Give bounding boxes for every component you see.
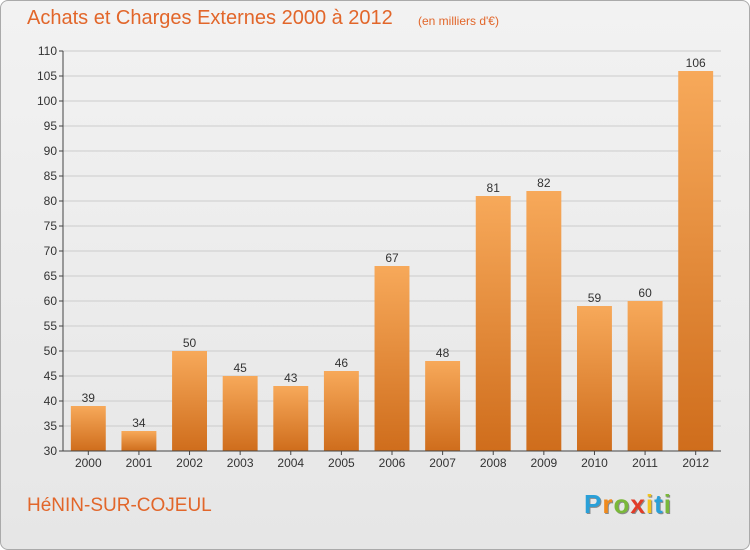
bar-value-label: 60 [638,286,652,300]
bar [526,191,562,451]
bar-value-label: 45 [233,361,247,375]
logo-letter: x [630,489,646,519]
chart-title: Achats et Charges Externes 2000 à 2012 [27,7,393,29]
bar [172,351,208,451]
x-tick-label: 2007 [429,456,456,470]
y-tick-label: 80 [44,194,58,208]
y-tick-label: 75 [44,219,58,233]
bar-value-label: 81 [487,181,501,195]
x-tick-label: 2003 [227,456,254,470]
bar-layer: 39 34 50 45 43 46 67 48 81 82 59 60 106 [70,56,714,451]
logo-letter: t [654,489,664,519]
bar [70,406,106,451]
y-tick-label: 90 [44,144,58,158]
bar [222,376,258,451]
x-tick-label: 2010 [581,456,608,470]
y-tick-label: 30 [44,444,58,458]
y-tick-label: 60 [44,294,58,308]
x-tick-label: 2012 [682,456,709,470]
x-tick-label: 2001 [126,456,153,470]
logo-letter: i [645,489,655,519]
y-tick-label: 40 [44,394,58,408]
x-tick-label: 2006 [379,456,406,470]
y-tick-label: 50 [44,344,58,358]
commune-name: HéNIN-SUR-COJEUL [27,495,212,516]
y-tick-label: 70 [44,244,58,258]
y-tick-label: 35 [44,419,58,433]
bar-value-label: 106 [686,56,706,70]
chart-subtitle: (en milliers d'€) [418,14,499,28]
bar-value-label: 46 [335,356,349,370]
axis-layer: 30 35 40 45 50 55 60 65 70 75 80 85 90 95 100 105 110 200… [37,44,721,470]
bar-value-label: 43 [284,371,298,385]
x-tick-label: 2005 [328,456,355,470]
y-tick-label: 100 [37,94,57,108]
bar [425,361,461,451]
y-tick-label: 55 [44,319,58,333]
logo-letter: P [584,489,603,519]
bar-value-label: 59 [588,291,602,305]
bar [475,196,511,451]
bar [323,371,359,451]
proxiti-logo: Proxiti [584,489,672,520]
y-tick-label: 95 [44,119,58,133]
bar [374,266,410,451]
logo-letter: o [613,489,631,519]
bar [576,306,612,451]
x-tick-label: 2011 [632,456,658,470]
bar-value-label: 48 [436,346,450,360]
bar [678,71,714,451]
bar-value-label: 50 [183,336,197,350]
x-tick-label: 2002 [176,456,203,470]
bar-value-label: 67 [385,251,399,265]
x-tick-label: 2009 [530,456,557,470]
bar-value-label: 82 [537,176,551,190]
bar [273,386,309,451]
bar [121,431,157,451]
logo-letter: r [602,489,614,519]
y-tick-label: 85 [44,169,58,183]
y-tick-label: 105 [37,69,57,83]
y-tick-label: 110 [38,44,57,58]
x-tick-label: 2008 [480,456,507,470]
bar [627,301,663,451]
y-tick-label: 65 [44,269,58,283]
x-tick-label: 2000 [75,456,102,470]
bar-value-label: 34 [132,416,146,430]
x-tick-label: 2004 [277,456,304,470]
bar-value-label: 39 [82,391,96,405]
logo-letter: i [663,489,672,519]
y-tick-label: 45 [44,369,58,383]
